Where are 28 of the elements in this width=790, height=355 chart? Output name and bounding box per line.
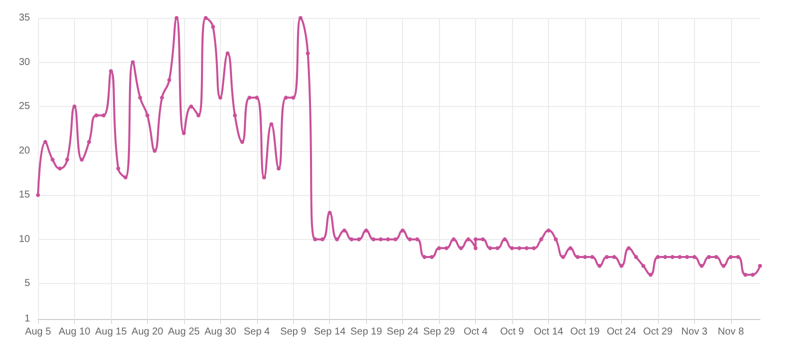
x-tick-label: Nov 3	[681, 326, 708, 338]
x-tick-label: Sep 29	[423, 326, 456, 338]
x-tick-label: Oct 19	[570, 326, 600, 338]
y-tick-label: 20	[18, 145, 30, 156]
x-tick-label: Sep 19	[350, 326, 382, 338]
y-tick-label: 30	[18, 56, 30, 68]
y-tick-label: 1	[24, 314, 30, 324]
x-tick-label: Aug 5	[24, 326, 52, 338]
x-tick-label: Oct 14	[534, 326, 564, 338]
x-tick-label: Sep 9	[280, 326, 307, 338]
y-tick-label: 25	[18, 101, 30, 112]
y-tick-label: 10	[18, 234, 30, 245]
x-tick-label: Aug 20	[132, 326, 164, 338]
x-tick-label: Sep 4	[244, 326, 270, 338]
y-tick-label: 5	[24, 278, 30, 290]
x-tick-label: Oct 4	[464, 326, 488, 338]
x-tick-label: Aug 30	[204, 326, 237, 338]
x-tick-label: Aug 25	[168, 326, 200, 338]
y-tick-label: 35	[18, 12, 30, 24]
x-tick-label: Aug 15	[95, 326, 128, 338]
x-tick-label: Oct 24	[606, 326, 637, 338]
x-tick-label: Sep 14	[314, 326, 346, 338]
x-tick-label: Oct 9	[500, 326, 524, 338]
x-tick-label: Sep 24	[386, 326, 419, 338]
y-tick-label: 15	[18, 190, 30, 201]
x-tick-label: Oct 29	[643, 326, 674, 338]
x-tick-label: Aug 10	[58, 326, 91, 338]
x-tick-label: Nov 8	[718, 326, 744, 338]
